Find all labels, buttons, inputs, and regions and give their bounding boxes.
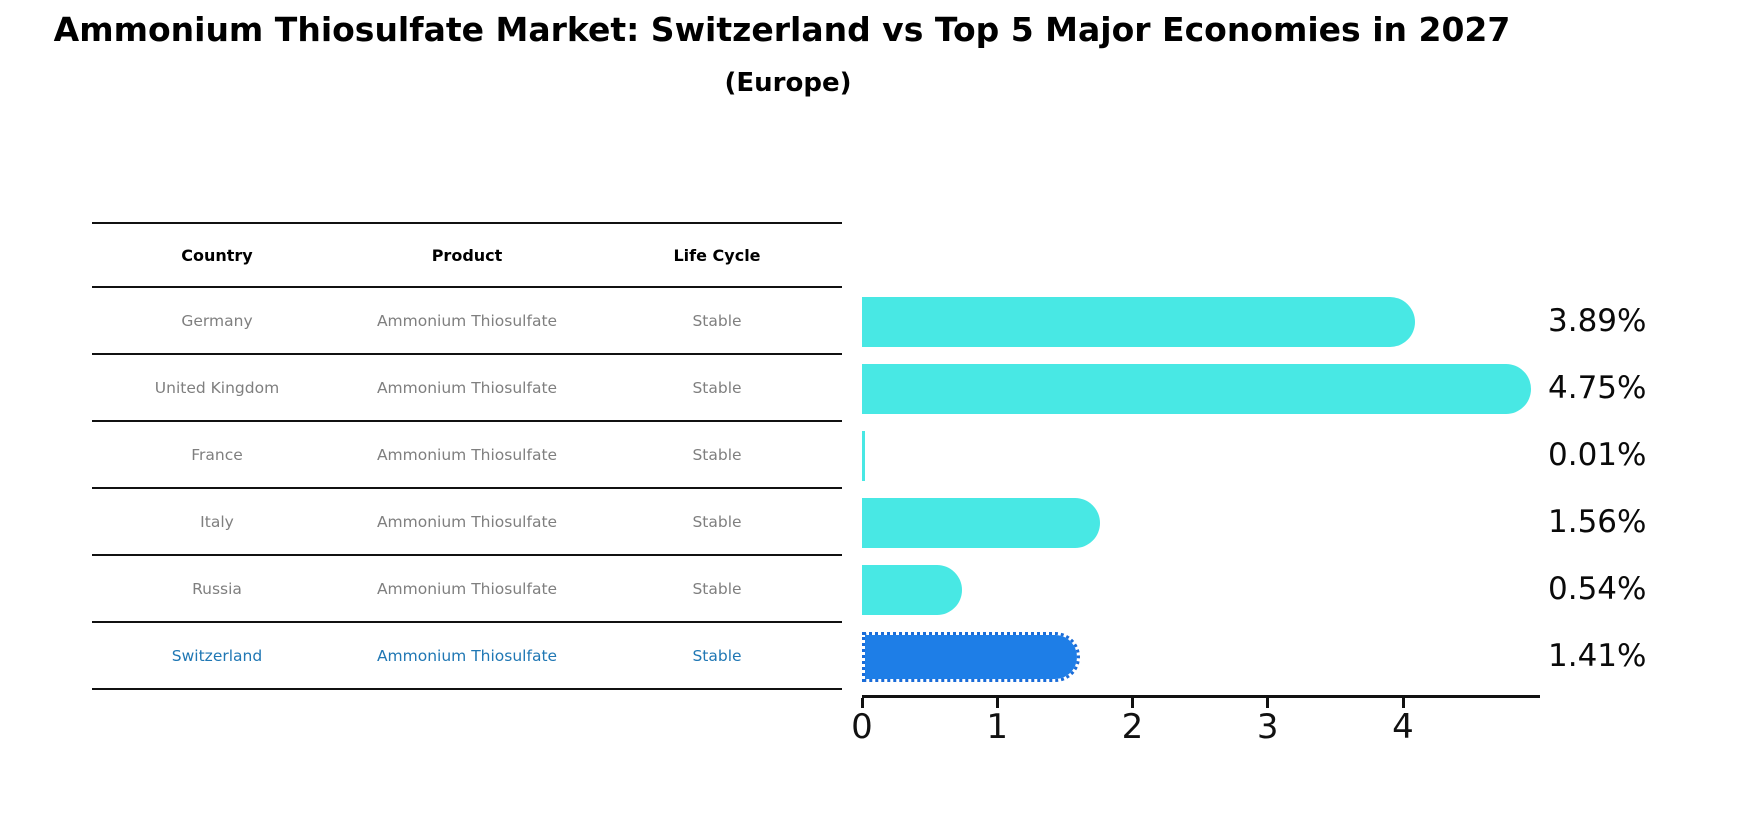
bar-italy (862, 497, 1100, 548)
country-cell: Switzerland (171, 646, 263, 665)
x-axis-tick-label: 4 (1392, 707, 1414, 747)
product-cell: Ammonium Thiosulfate (376, 579, 558, 598)
country-cell: Russia (192, 579, 242, 598)
country-cell: Germany (181, 311, 253, 330)
country-cell: United Kingdom (154, 378, 280, 397)
bar-united-kingdom (862, 363, 1532, 414)
product-cell: Ammonium Thiosulfate (376, 646, 558, 665)
life-cycle-cell: Stable (692, 579, 742, 598)
life-cycle-cell: Stable (692, 378, 742, 397)
value-label: 0.01% (1548, 436, 1647, 473)
product-cell: Ammonium Thiosulfate (376, 445, 558, 464)
value-label: 1.41% (1548, 637, 1647, 674)
value-label: 4.75% (1548, 369, 1647, 406)
table-row: Germany Ammonium Thiosulfate Stable (92, 288, 842, 355)
x-axis-tick-label: 1 (986, 707, 1009, 747)
table-row: Italy Ammonium Thiosulfate Stable (92, 489, 842, 556)
column-header-product: Product (431, 245, 503, 265)
x-axis-tick (1131, 698, 1134, 708)
product-cell: Ammonium Thiosulfate (376, 512, 558, 531)
x-axis-tick-label: 2 (1121, 707, 1144, 747)
value-label: 1.56% (1548, 503, 1647, 540)
country-cell: France (191, 445, 243, 464)
bar-russia (862, 564, 963, 615)
x-axis-tick (995, 698, 999, 708)
page-title: Ammonium Thiosulfate Market: Switzerland… (53, 10, 1511, 49)
value-label: 3.89% (1548, 302, 1647, 339)
country-cell: Italy (200, 512, 234, 531)
table-row: United Kingdom Ammonium Thiosulfate Stable (92, 355, 842, 422)
bar-france (862, 430, 866, 481)
life-cycle-cell: Stable (692, 646, 742, 665)
bar-switzerland (862, 631, 1080, 682)
column-header-life-cycle: Life Cycle (673, 245, 761, 265)
column-header-country: Country (181, 245, 253, 265)
table-header-row: Country Product Life Cycle (92, 222, 842, 288)
table-row: Switzerland Ammonium Thiosulfate Stable (92, 623, 842, 690)
product-cell: Ammonium Thiosulfate (376, 378, 558, 397)
table-row: France Ammonium Thiosulfate Stable (92, 422, 842, 489)
x-axis-tick-label: 0 (851, 707, 873, 747)
bar-germany (862, 296, 1416, 347)
product-cell: Ammonium Thiosulfate (376, 311, 558, 330)
x-axis-tick-label: 3 (1256, 707, 1279, 747)
life-cycle-cell: Stable (692, 311, 742, 330)
table-row: Russia Ammonium Thiosulfate Stable (92, 556, 842, 623)
x-axis-line (862, 695, 1541, 698)
x-axis-tick (860, 698, 864, 708)
life-cycle-cell: Stable (692, 445, 742, 464)
page-subtitle: (Europe) (724, 68, 852, 98)
x-axis-tick (1266, 698, 1270, 708)
value-label: 0.54% (1548, 570, 1647, 607)
x-axis-tick (1401, 698, 1405, 708)
life-cycle-cell: Stable (692, 512, 742, 531)
country-table: Country Product Life Cycle Germany Ammoni… (92, 222, 842, 690)
